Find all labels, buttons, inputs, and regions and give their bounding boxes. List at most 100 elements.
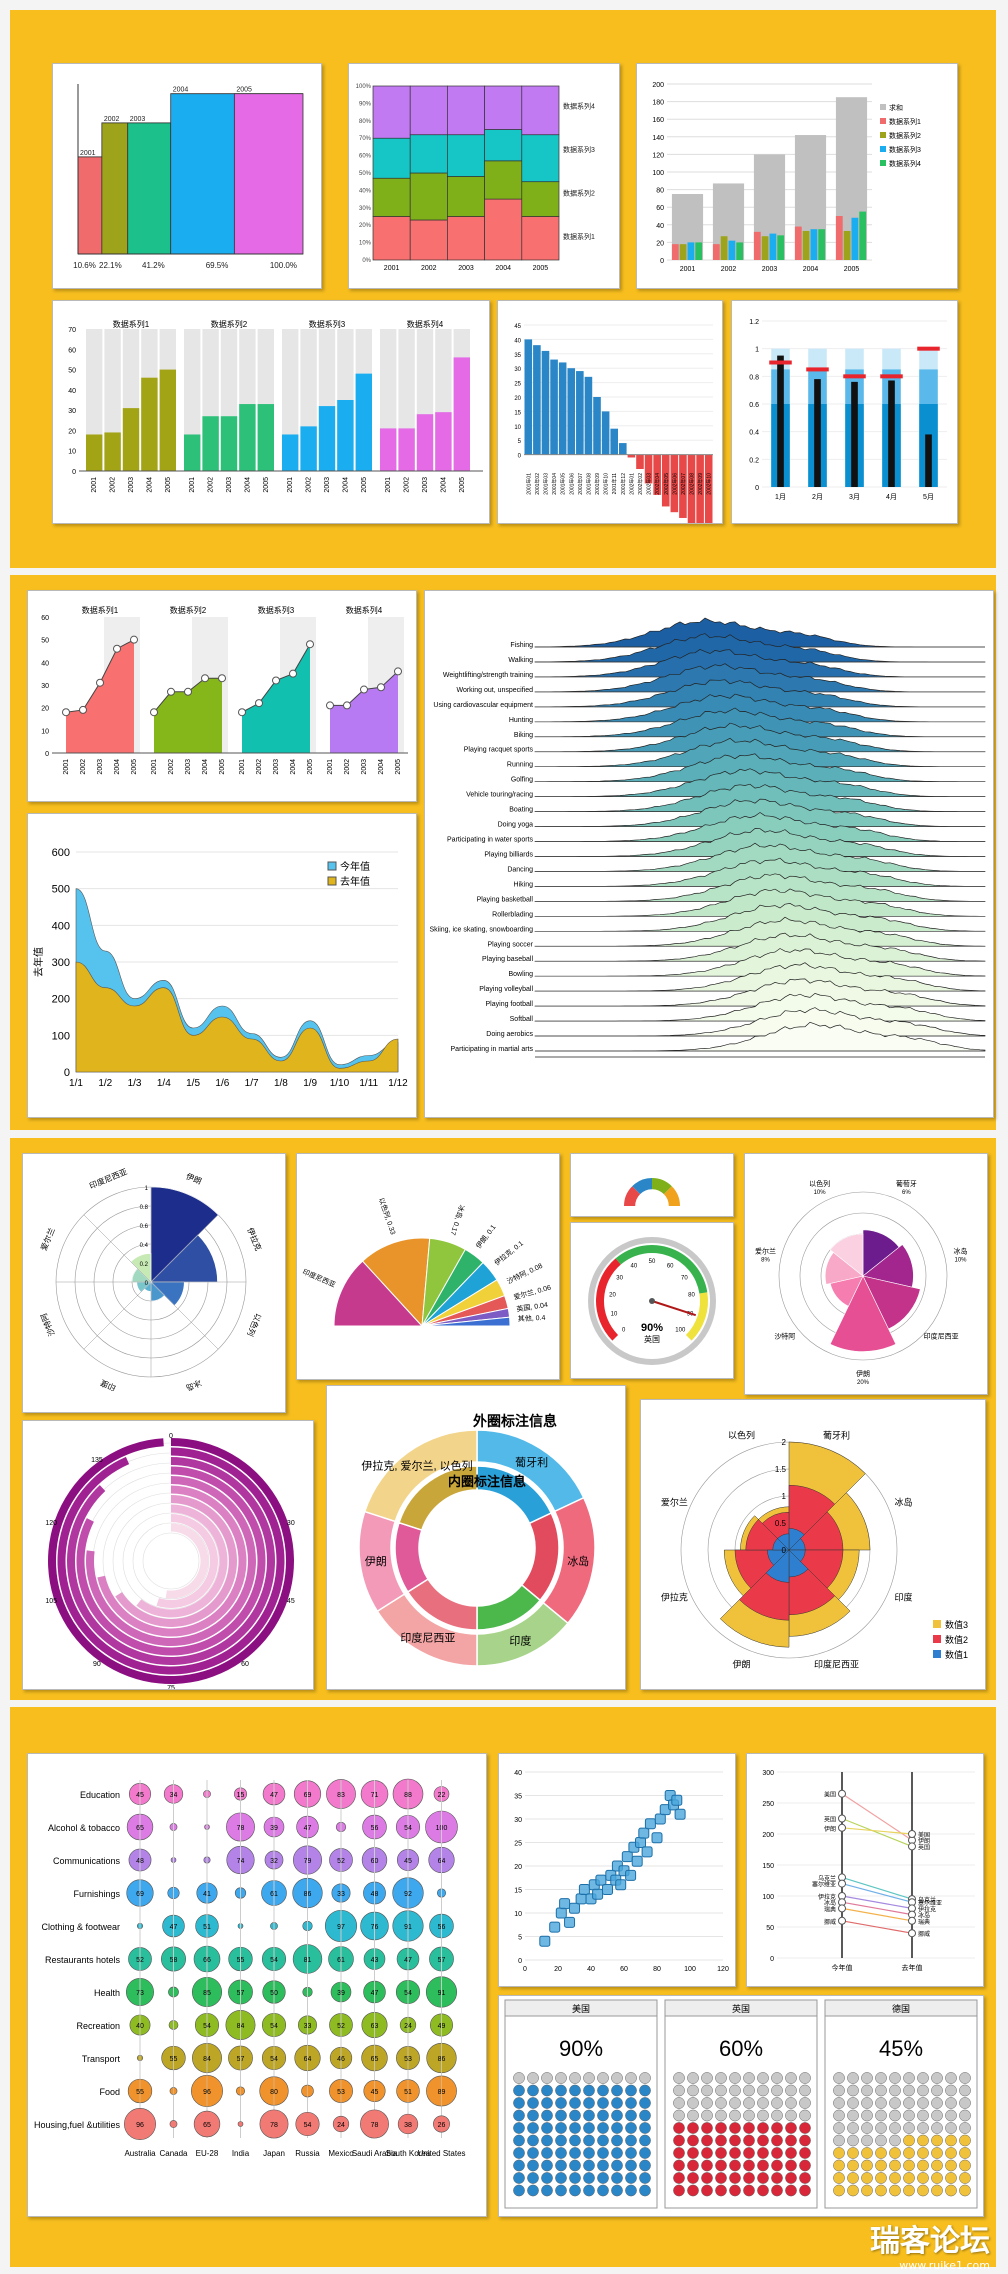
slice-label-2: 冰岛, 0.17	[449, 1204, 467, 1237]
waffle-dot-1-15	[743, 2084, 755, 2097]
target-marker-3	[880, 374, 903, 379]
waffle-dot-0-23	[555, 2097, 567, 2109]
waffle-dot-1-25	[743, 2097, 755, 2109]
waffle-dot-0-34	[569, 2109, 581, 2122]
legend-swatch-2	[933, 1650, 941, 1658]
category-label-5: 爱尔兰	[755, 1247, 776, 1256]
waffle-dot-0-61	[527, 2147, 539, 2159]
waffle-dot-2-9	[959, 2072, 971, 2084]
seg-2-3	[447, 85, 485, 136]
y-tick-10: 100%	[356, 84, 372, 90]
point-1-1	[167, 687, 175, 696]
bar-label-4: 2005	[236, 87, 252, 94]
waffle-dot-1-96	[757, 2184, 769, 2197]
waffle-dot-2-39	[959, 2109, 971, 2122]
seg-4-0	[521, 216, 560, 261]
bubble-10-6	[332, 2115, 350, 2133]
waffle-dot-0-28	[625, 2097, 637, 2109]
x-tick-10: 1/11	[359, 1078, 378, 1089]
x-tick-2: 3月	[849, 493, 860, 501]
chart-panel-clustered-total: 0 20 40 60 80 100 120 140 160 180 200 2001 2002 2003 2…	[636, 63, 958, 289]
y-tick-2: 10	[514, 425, 521, 431]
waffle-dot-2-79	[959, 2159, 971, 2172]
ridge-label-2: Weightlifting/strength training	[443, 672, 533, 679]
legend-swatch-0	[327, 861, 337, 871]
label-right-8: 挪威	[918, 1930, 930, 1938]
waffle-dot-1-7	[771, 2072, 783, 2084]
angle-tick-6: 105	[45, 1598, 57, 1605]
waffle-dot-2-58	[945, 2134, 957, 2147]
bar-3-3	[435, 412, 452, 471]
category-label-2: 印度尼西亚	[924, 1331, 959, 1340]
cumulative-label-0: 10.6%	[73, 261, 96, 270]
waffle-dot-1-89	[799, 2172, 811, 2184]
x-tick-3-2: 2003	[361, 759, 368, 775]
gauge-tick-0: 0	[622, 1327, 626, 1333]
inner-slice-5	[398, 1465, 478, 1532]
waffle-dot-1-41	[687, 2122, 699, 2134]
spoke-7	[83, 1214, 152, 1283]
bar-0-4	[159, 369, 176, 471]
waffle-dot-0-64	[569, 2147, 581, 2159]
gauge-tick-7: 70	[681, 1275, 688, 1281]
chart-clustered-total: 0 20 40 60 80 100 120 140 160 180 200 2001 2002 2003 2…	[652, 82, 921, 273]
waffle-dot-2-63	[875, 2147, 887, 2159]
x-tick-8: 2001年09	[594, 473, 601, 495]
x-tick-1-3: 2004	[244, 477, 251, 493]
chart-panel-area: 0 100 200 300 400 500 600 1/1 1/2 1/3 1/4 1/5 1/6 1/7…	[27, 813, 417, 1118]
bar-1-1	[202, 416, 219, 471]
gauge-tick-2: 20	[609, 1293, 616, 1299]
y-tick-5: 50	[68, 368, 76, 375]
waffle-dot-2-11	[847, 2084, 859, 2097]
point-2-2	[272, 676, 280, 685]
waffle-dot-0-94	[569, 2184, 581, 2197]
y-tick-6: 30	[514, 367, 521, 373]
label-right-0: 伊朗	[918, 1837, 930, 1845]
waffle-dot-0-3	[555, 2072, 567, 2084]
category-label-6: 爱尔兰	[661, 1497, 688, 1508]
waffle-dot-1-68	[785, 2147, 797, 2159]
waffle-dot-0-27	[611, 2097, 623, 2109]
waffle-dot-2-71	[847, 2159, 859, 2172]
radial-bar-9	[165, 1523, 209, 1599]
y-tick-2: 200	[52, 994, 70, 1006]
y-tick-9: 90%	[359, 101, 372, 107]
pct-label-3: 20%	[857, 1380, 870, 1386]
y-tick-3: 30%	[359, 206, 372, 212]
chart-stacked-percent: 0% 10% 20% 30% 40% 50% 60% 70% 80% 90% 100% 2001 200…	[356, 84, 595, 272]
bar-4-4	[859, 211, 867, 260]
bar-2-2	[761, 236, 769, 260]
category-label-6: 以色列	[809, 1179, 830, 1188]
bar-0-1	[671, 244, 679, 260]
point-left-4	[838, 1879, 846, 1888]
y-tick-7: 35	[514, 1794, 522, 1801]
outer-label-2: 印度	[509, 1633, 531, 1647]
x-tick-9: 1/10	[330, 1078, 350, 1089]
waffle-dot-2-64	[889, 2147, 901, 2159]
label-right-4: 塞尔维亚	[918, 1899, 942, 1907]
waffle-header-0	[504, 1999, 658, 2017]
waffle-dot-0-22	[541, 2097, 553, 2109]
row-label-10: Housing,fuel &utilities	[34, 2120, 121, 2130]
waffle-dot-2-97	[931, 2184, 943, 2197]
point-2-1	[255, 699, 263, 708]
category-label-2: 印度	[895, 1591, 913, 1602]
bar-label-3: 2004	[173, 87, 189, 94]
x-tick-3-0: 2001	[327, 759, 334, 775]
gauge-zone-2	[615, 1245, 708, 1294]
waffle-dot-1-71	[687, 2159, 699, 2172]
angle-tick-0: 0	[169, 1433, 173, 1440]
waffle-dot-0-82	[541, 2172, 553, 2184]
waffle-dot-0-17	[611, 2084, 623, 2097]
waffle-dot-2-46	[917, 2122, 929, 2134]
waffle-dot-0-79	[639, 2159, 651, 2172]
col-label-7: Saudi Arabia	[352, 2149, 398, 2158]
col-label-5: Russia	[295, 2149, 320, 2158]
bar-0-4	[695, 242, 703, 260]
x-tick-5: 2001年06	[568, 473, 575, 495]
waffle-dot-2-25	[903, 2097, 915, 2109]
y-tick-3: 15	[514, 410, 521, 416]
